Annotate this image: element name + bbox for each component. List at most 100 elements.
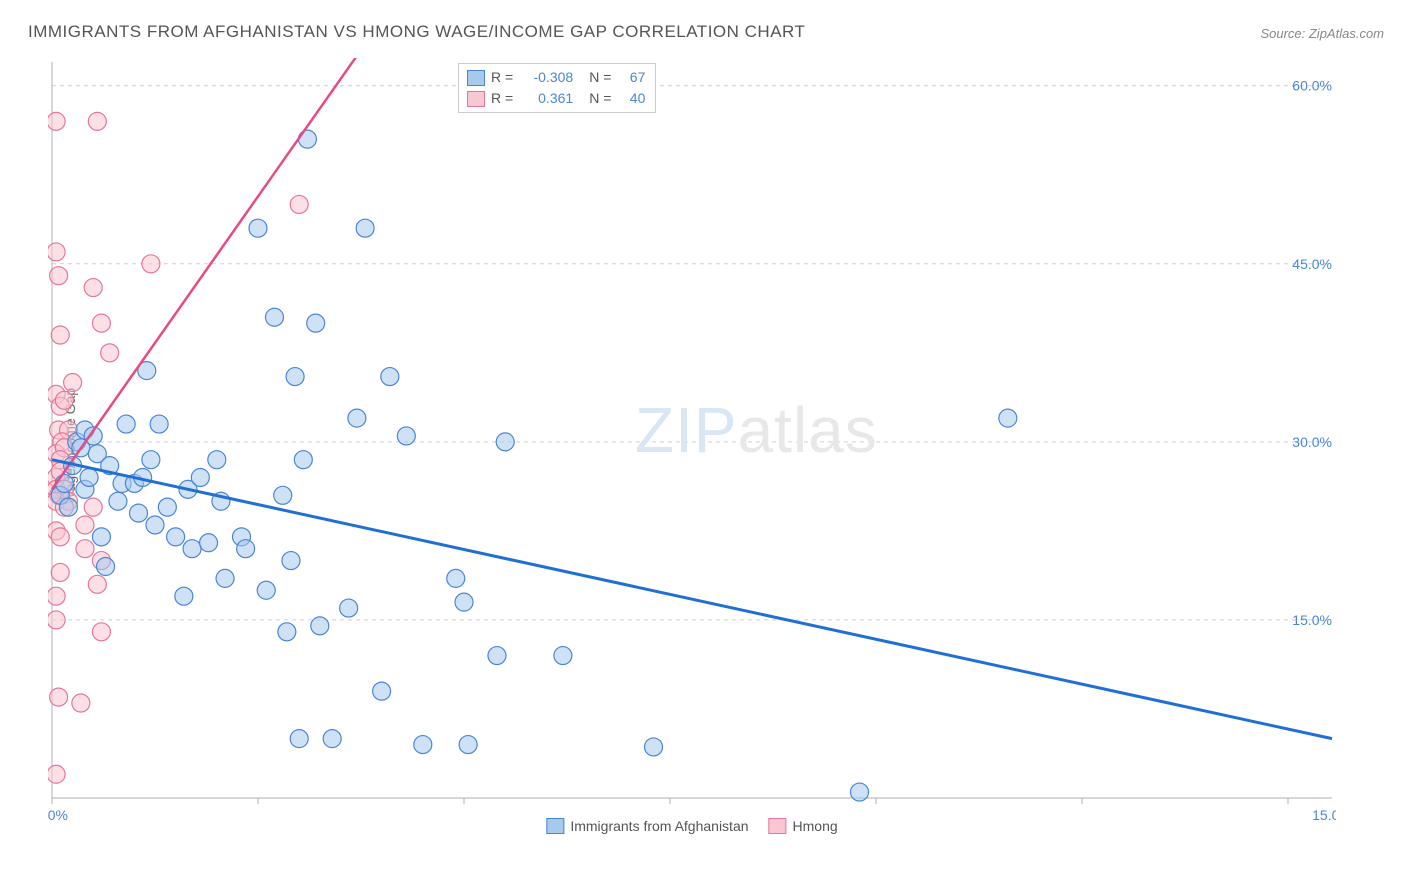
data-point-afghanistan: [183, 540, 201, 558]
data-point-hmong: [50, 267, 68, 285]
r-value: -0.308: [519, 67, 573, 88]
legend-row-blue: R = -0.308 N = 67: [467, 67, 645, 88]
n-label: N =: [589, 67, 611, 88]
data-point-hmong: [51, 528, 69, 546]
swatch-blue-icon: [546, 818, 564, 834]
data-point-afghanistan: [381, 368, 399, 386]
data-point-afghanistan: [294, 451, 312, 469]
data-point-hmong: [48, 243, 65, 261]
data-point-hmong: [84, 279, 102, 297]
data-point-afghanistan: [323, 730, 341, 748]
data-point-afghanistan: [130, 504, 148, 522]
data-point-hmong: [48, 765, 65, 783]
r-label: R =: [491, 67, 513, 88]
data-point-afghanistan: [142, 451, 160, 469]
xtick-label: 0.0%: [48, 807, 68, 823]
data-point-hmong: [142, 255, 160, 273]
chart-area: ZIPatlas 15.0%30.0%45.0%60.0%0.0%15.0% R…: [48, 58, 1336, 834]
data-point-hmong: [55, 391, 73, 409]
data-point-afghanistan: [447, 569, 465, 587]
data-point-afghanistan: [554, 647, 572, 665]
n-value: 40: [617, 88, 645, 109]
data-point-afghanistan: [200, 534, 218, 552]
ytick-label: 45.0%: [1292, 256, 1332, 272]
series-legend: Immigrants from Afghanistan Hmong: [546, 818, 837, 834]
legend-item-afghanistan: Immigrants from Afghanistan: [546, 818, 748, 834]
n-label: N =: [589, 88, 611, 109]
data-point-hmong: [101, 344, 119, 362]
ytick-label: 60.0%: [1292, 78, 1332, 94]
data-point-afghanistan: [298, 130, 316, 148]
data-point-afghanistan: [488, 647, 506, 665]
data-point-afghanistan: [278, 623, 296, 641]
data-point-afghanistan: [356, 219, 374, 237]
legend-label: Hmong: [793, 818, 838, 834]
data-point-afghanistan: [999, 409, 1017, 427]
trend-line-afghanistan: [52, 460, 1332, 739]
data-point-hmong: [48, 112, 65, 130]
data-point-afghanistan: [146, 516, 164, 534]
data-point-afghanistan: [117, 415, 135, 433]
data-point-afghanistan: [645, 738, 663, 756]
data-point-hmong: [92, 314, 110, 332]
data-point-hmong: [64, 374, 82, 392]
data-point-afghanistan: [265, 308, 283, 326]
data-point-afghanistan: [397, 427, 415, 445]
n-value: 67: [617, 67, 645, 88]
data-point-afghanistan: [311, 617, 329, 635]
data-point-afghanistan: [150, 415, 168, 433]
swatch-pink-icon: [769, 818, 787, 834]
data-point-afghanistan: [59, 498, 77, 516]
data-point-hmong: [48, 611, 65, 629]
data-point-afghanistan: [373, 682, 391, 700]
data-point-afghanistan: [290, 730, 308, 748]
data-point-afghanistan: [274, 486, 292, 504]
data-point-afghanistan: [237, 540, 255, 558]
data-point-hmong: [84, 498, 102, 516]
legend-label: Immigrants from Afghanistan: [570, 818, 748, 834]
r-label: R =: [491, 88, 513, 109]
swatch-pink-icon: [467, 91, 485, 107]
data-point-afghanistan: [92, 528, 110, 546]
data-point-afghanistan: [55, 474, 73, 492]
data-point-hmong: [48, 587, 65, 605]
data-point-afghanistan: [348, 409, 366, 427]
legend-item-hmong: Hmong: [769, 818, 838, 834]
swatch-blue-icon: [467, 70, 485, 86]
data-point-afghanistan: [459, 736, 477, 754]
source-label: Source: ZipAtlas.com: [1260, 26, 1384, 41]
data-point-afghanistan: [307, 314, 325, 332]
xtick-label: 15.0%: [1312, 807, 1336, 823]
data-point-afghanistan: [286, 368, 304, 386]
data-point-hmong: [88, 112, 106, 130]
data-point-afghanistan: [80, 468, 98, 486]
ytick-label: 15.0%: [1292, 612, 1332, 628]
data-point-afghanistan: [175, 587, 193, 605]
data-point-afghanistan: [414, 736, 432, 754]
data-point-afghanistan: [109, 492, 127, 510]
data-point-afghanistan: [455, 593, 473, 611]
data-point-afghanistan: [216, 569, 234, 587]
correlation-legend: R = -0.308 N = 67 R = 0.361 N = 40: [458, 63, 656, 113]
data-point-hmong: [72, 694, 90, 712]
data-point-afghanistan: [167, 528, 185, 546]
data-point-hmong: [51, 326, 69, 344]
data-point-afghanistan: [208, 451, 226, 469]
legend-row-pink: R = 0.361 N = 40: [467, 88, 645, 109]
data-point-afghanistan: [191, 468, 209, 486]
data-point-hmong: [50, 688, 68, 706]
data-point-afghanistan: [282, 552, 300, 570]
data-point-afghanistan: [257, 581, 275, 599]
data-point-hmong: [92, 623, 110, 641]
data-point-hmong: [51, 563, 69, 581]
data-point-afghanistan: [340, 599, 358, 617]
ytick-label: 30.0%: [1292, 434, 1332, 450]
data-point-afghanistan: [249, 219, 267, 237]
chart-svg: 15.0% 30.0% 45.0% 60.0% 0.0% 15.0%: [48, 58, 1336, 834]
data-point-hmong: [76, 540, 94, 558]
data-point-hmong: [290, 195, 308, 213]
data-point-afghanistan: [496, 433, 514, 451]
chart-title: IMMIGRANTS FROM AFGHANISTAN VS HMONG WAG…: [28, 22, 805, 42]
data-point-afghanistan: [97, 558, 115, 576]
data-point-hmong: [88, 575, 106, 593]
